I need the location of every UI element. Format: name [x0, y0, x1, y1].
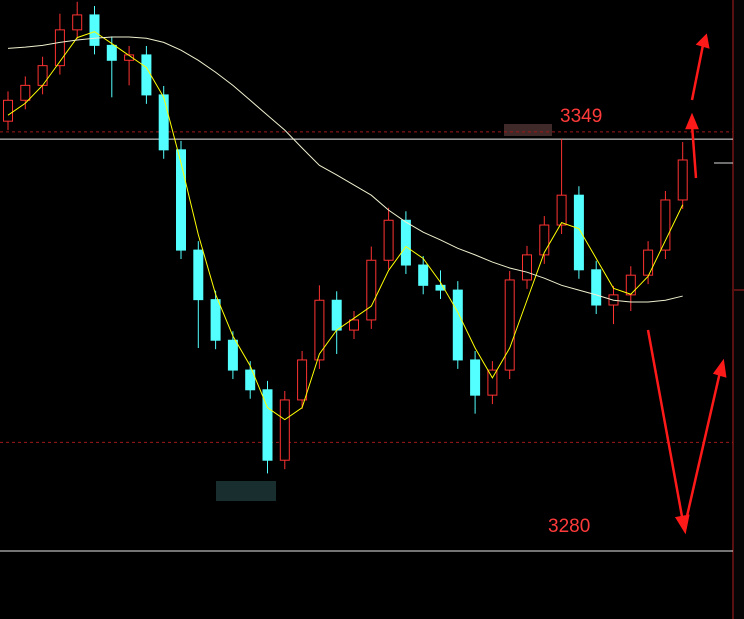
- arrow: [683, 371, 722, 526]
- candle-body: [227, 339, 238, 371]
- candle-body: [625, 274, 636, 296]
- candle-body: [349, 319, 359, 331]
- candle-body: [210, 299, 221, 341]
- candle-body: [37, 65, 48, 86]
- blurred-label: [504, 124, 552, 136]
- candle-body: [643, 249, 654, 276]
- moving-average: [7, 31, 684, 421]
- candle-body: [591, 269, 602, 306]
- candle-body: [400, 219, 411, 266]
- candle-body: [522, 254, 532, 281]
- candle-body: [141, 54, 152, 96]
- candle-body: [3, 99, 13, 122]
- candle-body: [470, 359, 481, 396]
- level-label: 3280: [548, 516, 590, 537]
- arrow-head: [712, 358, 727, 378]
- candle-body: [573, 194, 584, 271]
- candle-body: [435, 284, 446, 291]
- candle-body: [72, 14, 83, 31]
- candle-body: [158, 94, 169, 151]
- candle-body: [262, 389, 273, 461]
- candle-body: [677, 159, 688, 201]
- candle-body: [314, 299, 325, 361]
- candle-body: [539, 224, 550, 256]
- candle-body: [487, 369, 498, 396]
- blurred-label: [216, 481, 276, 501]
- candle-body: [504, 279, 515, 371]
- candle-body: [193, 249, 204, 301]
- arrow: [646, 329, 685, 523]
- candle-body: [245, 369, 256, 391]
- candle-body: [54, 29, 65, 67]
- candle-body: [106, 44, 117, 61]
- side-panel: [734, 0, 744, 619]
- candle-body: [20, 84, 31, 101]
- candle-body: [383, 219, 394, 261]
- candle-body: [556, 194, 567, 226]
- arrow-head: [695, 33, 710, 49]
- candle-body: [297, 359, 308, 401]
- arrow: [690, 124, 698, 179]
- arrows: [646, 33, 727, 535]
- arrow: [690, 44, 705, 101]
- level-label: 3349: [560, 106, 602, 127]
- candle-body: [452, 289, 463, 361]
- arrow-head: [685, 112, 699, 130]
- moving-average: [7, 36, 683, 303]
- candle-body: [418, 264, 429, 286]
- candle-body: [331, 299, 342, 331]
- candle-body: [89, 14, 100, 46]
- candle-body: [279, 399, 290, 461]
- plot-area: 3349 3280: [0, 1, 733, 552]
- candle-body: [176, 149, 186, 251]
- candle-body: [366, 259, 377, 321]
- candle-body: [660, 199, 671, 251]
